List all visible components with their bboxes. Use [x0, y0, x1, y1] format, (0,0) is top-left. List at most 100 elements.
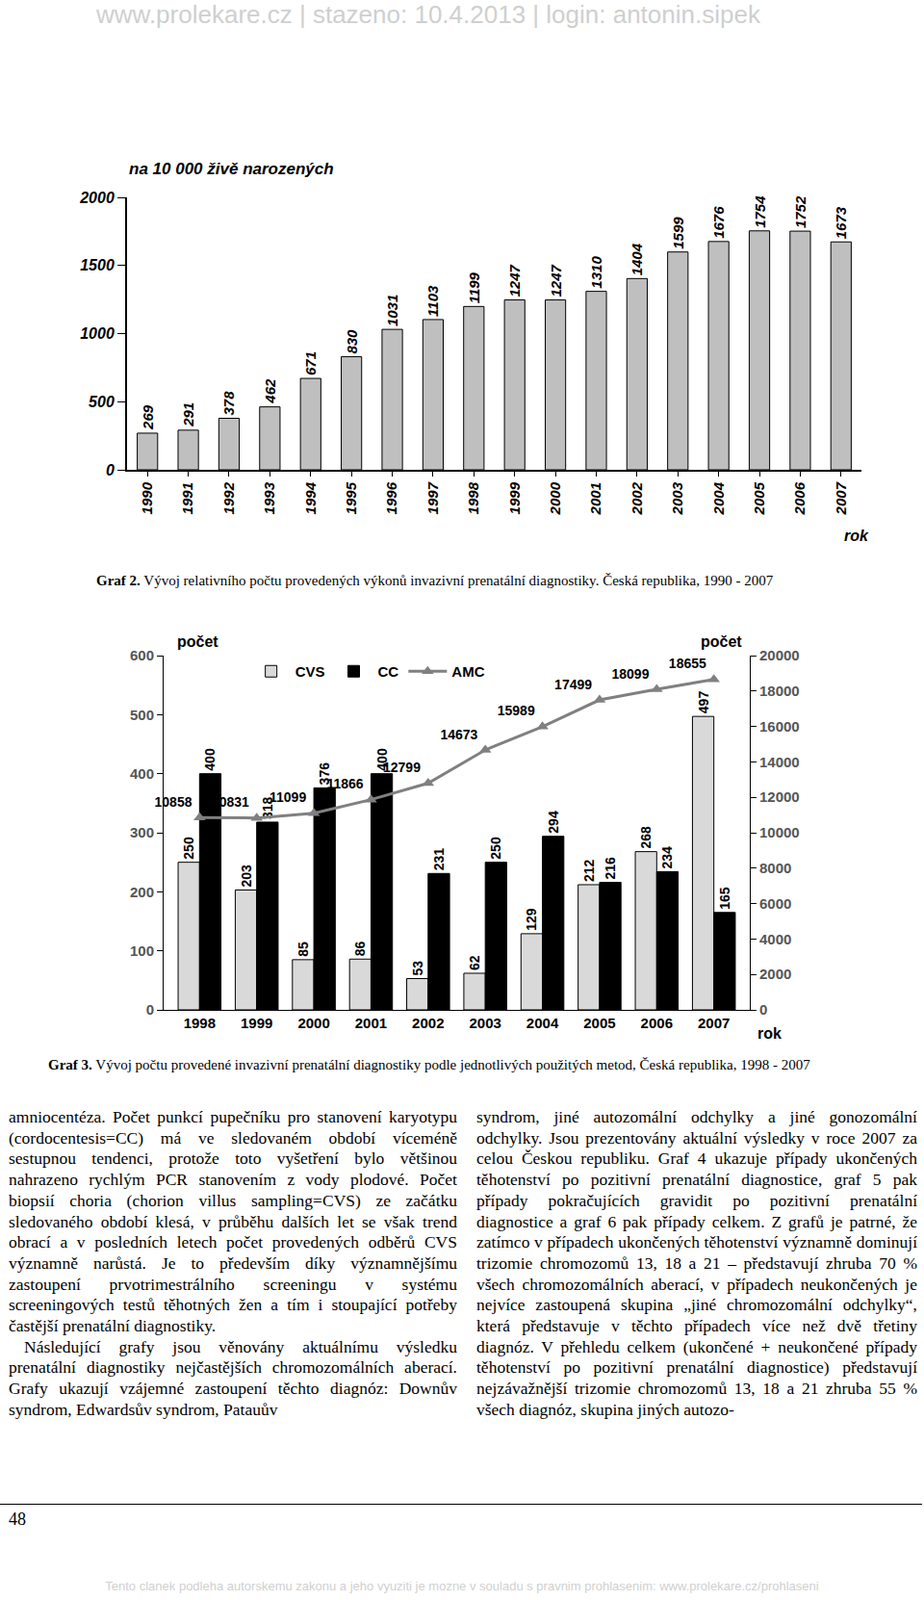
- svg-text:1998: 1998: [464, 481, 482, 514]
- svg-text:2004: 2004: [710, 481, 727, 515]
- svg-text:1752: 1752: [792, 195, 809, 229]
- svg-text:500: 500: [129, 706, 154, 723]
- svg-text:1999: 1999: [506, 481, 523, 514]
- svg-text:268: 268: [638, 825, 654, 849]
- svg-text:1991: 1991: [179, 482, 196, 514]
- svg-text:17499: 17499: [554, 676, 592, 693]
- svg-text:400: 400: [202, 747, 218, 771]
- svg-text:300: 300: [129, 823, 154, 841]
- svg-text:1754: 1754: [751, 195, 769, 229]
- svg-text:269: 269: [139, 404, 156, 431]
- svg-text:1599: 1599: [669, 216, 687, 250]
- svg-text:1994: 1994: [302, 481, 319, 514]
- svg-text:2003: 2003: [668, 481, 686, 515]
- svg-text:216: 216: [602, 856, 618, 880]
- svg-text:rok: rok: [844, 527, 870, 544]
- svg-text:1997: 1997: [424, 481, 441, 514]
- svg-text:2000: 2000: [546, 481, 564, 515]
- svg-text:2000: 2000: [78, 189, 115, 206]
- svg-text:497: 497: [695, 691, 712, 715]
- svg-text:1676: 1676: [710, 205, 727, 239]
- svg-text:1500: 1500: [79, 256, 115, 274]
- svg-text:2003: 2003: [469, 1014, 502, 1031]
- svg-text:na 10 000 živě narozených: na 10 000 živě narozených: [128, 159, 334, 179]
- svg-text:12799: 12799: [383, 759, 421, 775]
- svg-text:100: 100: [129, 942, 154, 959]
- svg-text:CVS: CVS: [295, 663, 326, 680]
- svg-text:500: 500: [88, 393, 115, 411]
- svg-text:18000: 18000: [759, 682, 800, 699]
- svg-text:671: 671: [302, 351, 319, 376]
- svg-text:2002: 2002: [411, 1014, 444, 1031]
- svg-text:1000: 1000: [79, 325, 115, 342]
- svg-text:200: 200: [129, 883, 154, 900]
- svg-text:0: 0: [146, 1001, 154, 1018]
- svg-text:250: 250: [487, 836, 504, 860]
- svg-text:2000: 2000: [297, 1014, 330, 1031]
- svg-text:10000: 10000: [759, 823, 800, 841]
- svg-text:462: 462: [261, 378, 279, 405]
- svg-text:1247: 1247: [547, 264, 565, 298]
- svg-text:10858: 10858: [154, 794, 193, 810]
- svg-text:2005: 2005: [583, 1014, 616, 1031]
- svg-text:376: 376: [316, 762, 333, 786]
- svg-text:4000: 4000: [759, 930, 792, 948]
- svg-text:12000: 12000: [759, 788, 800, 805]
- svg-text:2004: 2004: [526, 1014, 560, 1031]
- svg-text:600: 600: [129, 646, 154, 664]
- svg-text:62: 62: [466, 954, 483, 971]
- svg-text:1998: 1998: [183, 1014, 216, 1031]
- svg-text:291: 291: [179, 402, 197, 428]
- svg-text:11099: 11099: [269, 789, 307, 805]
- svg-text:6000: 6000: [759, 895, 792, 912]
- svg-text:1247: 1247: [506, 264, 523, 298]
- svg-text:318: 318: [259, 795, 276, 820]
- svg-text:2000: 2000: [759, 965, 792, 982]
- svg-text:AMC: AMC: [451, 663, 485, 680]
- svg-text:20000: 20000: [759, 646, 800, 664]
- svg-text:1992: 1992: [220, 481, 237, 514]
- svg-text:234: 234: [659, 846, 675, 870]
- svg-text:16000: 16000: [759, 718, 800, 735]
- svg-text:2006: 2006: [791, 481, 808, 515]
- svg-text:11866: 11866: [326, 775, 363, 792]
- svg-text:400: 400: [374, 747, 390, 771]
- svg-text:53: 53: [410, 960, 426, 976]
- svg-text:165: 165: [717, 886, 733, 910]
- svg-text:86: 86: [352, 940, 368, 956]
- svg-text:2007: 2007: [697, 1014, 730, 1031]
- svg-text:0: 0: [759, 1001, 768, 1018]
- svg-text:1199: 1199: [465, 271, 483, 304]
- svg-text:18099: 18099: [611, 666, 649, 682]
- svg-text:2002: 2002: [628, 481, 645, 515]
- svg-text:1996: 1996: [383, 481, 400, 514]
- svg-text:18655: 18655: [668, 655, 707, 671]
- svg-text:0: 0: [105, 462, 115, 479]
- svg-text:400: 400: [129, 765, 154, 782]
- svg-text:počet: počet: [700, 633, 743, 650]
- svg-text:212: 212: [581, 858, 597, 882]
- svg-text:294: 294: [545, 810, 562, 834]
- svg-text:203: 203: [238, 864, 255, 888]
- svg-text:CC: CC: [377, 663, 399, 680]
- svg-text:14000: 14000: [759, 753, 800, 770]
- svg-text:1990: 1990: [138, 481, 155, 514]
- svg-text:2001: 2001: [587, 482, 604, 515]
- svg-text:2001: 2001: [355, 1014, 387, 1031]
- svg-text:231: 231: [431, 847, 447, 872]
- svg-text:1031: 1031: [384, 294, 401, 327]
- svg-text:počet: počet: [177, 633, 219, 650]
- svg-text:2006: 2006: [641, 1014, 673, 1031]
- svg-text:250: 250: [180, 836, 197, 860]
- svg-text:129: 129: [523, 907, 539, 931]
- svg-text:1310: 1310: [588, 256, 605, 289]
- svg-text:8000: 8000: [759, 859, 792, 876]
- svg-text:14673: 14673: [439, 726, 478, 743]
- svg-text:1103: 1103: [424, 284, 441, 317]
- svg-text:1993: 1993: [260, 481, 278, 514]
- svg-text:1673: 1673: [832, 205, 849, 239]
- svg-text:10831: 10831: [211, 794, 250, 810]
- svg-text:830: 830: [343, 329, 360, 355]
- svg-text:85: 85: [295, 941, 311, 957]
- svg-text:2007: 2007: [832, 481, 849, 515]
